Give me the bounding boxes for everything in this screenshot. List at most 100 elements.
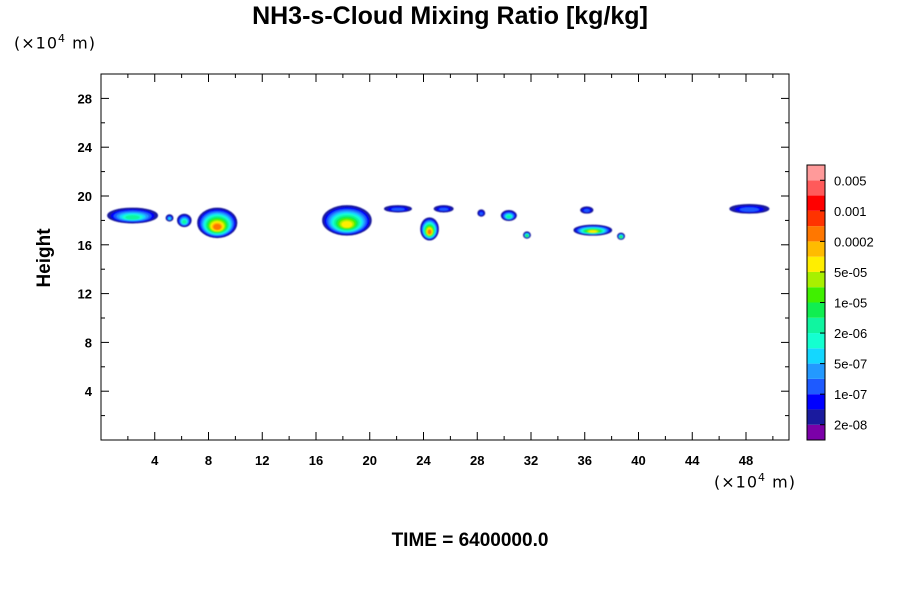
cloud-edge [477, 209, 486, 217]
cloud-contour [438, 207, 449, 211]
cloud-patch [420, 217, 439, 241]
cloud-patch [477, 209, 486, 217]
y-tick-label: 8 [85, 335, 92, 350]
cloud-patch [107, 207, 159, 224]
colorbar-swatch [807, 424, 825, 440]
colorbar-tick-label: 1e-07 [834, 387, 867, 402]
colorbar-swatch [807, 256, 825, 272]
cloud-edge [383, 205, 413, 213]
cloud-edge [617, 232, 625, 240]
colorbar-swatch [807, 348, 825, 364]
x-tick-label: 28 [470, 453, 484, 468]
x-tick-label: 12 [255, 453, 269, 468]
cloud-contour [588, 230, 598, 233]
cloud-patch [197, 207, 238, 239]
cloud-contour [620, 236, 622, 238]
cloud-contour [182, 220, 187, 224]
cloud-edge [176, 213, 192, 228]
y-tick-label: 16 [78, 238, 92, 253]
cloud-edge [729, 203, 770, 214]
cloud-contour [213, 223, 222, 230]
x-axis-unit: (×104 m) [714, 471, 796, 492]
colorbar-swatch [807, 271, 825, 288]
colorbar-tick-label: 2e-06 [834, 326, 867, 341]
colorbar-tick-label: 0.005 [834, 173, 867, 188]
cloud-patch [580, 206, 594, 214]
cloud-contour [739, 207, 760, 212]
y-tick-label: 4 [85, 384, 93, 399]
x-tick-label: 20 [363, 453, 377, 468]
cloud-contour [526, 235, 528, 237]
y-tick-label: 24 [78, 140, 93, 155]
cloud-edge [523, 231, 531, 239]
colorbar-tick-label: 0.001 [834, 204, 867, 219]
colorbar-swatch [807, 409, 825, 425]
x-tick-label: 40 [631, 453, 645, 468]
time-label: TIME = 6400000.0 [391, 530, 549, 551]
cloud-edge [573, 224, 613, 236]
cloud-edge [420, 217, 439, 241]
colorbar-swatch [807, 241, 825, 257]
plot-frame [100, 73, 790, 441]
cloud-edge [107, 207, 159, 224]
colorbar: 2e-08 1e-07 5e-07 2e-06 1e-05 5e-05 0.0002 0.00… [806, 164, 874, 441]
x-tick-label: 44 [685, 453, 700, 468]
x-tick-label: 8 [205, 453, 212, 468]
cloud-patch [523, 231, 531, 239]
colorbar-swatch [807, 363, 825, 379]
colorbar-swatch [807, 226, 825, 242]
cloud-field [107, 203, 770, 241]
cloud-patch [500, 210, 517, 221]
cloud-contour [427, 229, 432, 235]
colorbar-swatch [807, 165, 825, 181]
colorbar-tick-label: 2e-08 [834, 418, 867, 433]
x-tick-label: 32 [524, 453, 538, 468]
cloud-edge [433, 205, 454, 213]
cloud-patch [165, 214, 174, 222]
x-tick-label: 4 [151, 453, 159, 468]
cloud-patch [176, 213, 192, 228]
cloud-patch [433, 205, 454, 213]
cloud-contour [341, 221, 353, 228]
cloud-contour [168, 217, 171, 220]
cloud-patch [322, 205, 372, 236]
colorbar-swatch [807, 317, 825, 334]
cloud-contour [125, 215, 140, 220]
cloud-patch [617, 232, 625, 240]
colorbar-swatch [807, 195, 825, 211]
colorbar-swatch [807, 333, 825, 349]
colorbar-swatch [807, 302, 825, 318]
colorbar-tick-label: 1e-05 [834, 296, 867, 311]
y-axis-unit: (×104 m) [14, 32, 96, 53]
colorbar-swatch [807, 394, 825, 410]
cloud-edge [500, 210, 517, 221]
y-tick-label: 20 [78, 189, 92, 204]
cloud-patch [573, 224, 613, 236]
colorbar-tick-label: 5e-07 [834, 357, 867, 372]
cloud-contour [479, 212, 483, 216]
cloud-edge [322, 205, 372, 236]
cloud-contour [391, 207, 405, 211]
colorbar-swatch [807, 287, 825, 303]
y-axis-label: Height [34, 228, 55, 288]
colorbar-tick-label: 5e-05 [834, 265, 867, 280]
x-tick-label: 36 [578, 453, 592, 468]
cloud-contour [506, 215, 511, 219]
colorbar-swatch [807, 378, 825, 395]
colorbar-swatch [807, 180, 825, 196]
x-tick-label: 24 [416, 453, 431, 468]
cloud-edge [165, 214, 174, 222]
colorbar-tick-label: 0.0002 [834, 234, 874, 249]
colorbar-swatch [807, 210, 825, 227]
x-tick-label: 16 [309, 453, 323, 468]
cloud-patch [729, 203, 770, 214]
cloud-patch [383, 205, 413, 213]
cloud-edge [197, 207, 238, 239]
y-tick-label: 28 [78, 91, 92, 106]
y-tick-label: 12 [78, 287, 92, 302]
cloud-contour [583, 209, 590, 213]
cloud-edge [580, 206, 594, 214]
chart-title: NH3-s-Cloud Mixing Ratio [kg/kg] [252, 2, 648, 30]
